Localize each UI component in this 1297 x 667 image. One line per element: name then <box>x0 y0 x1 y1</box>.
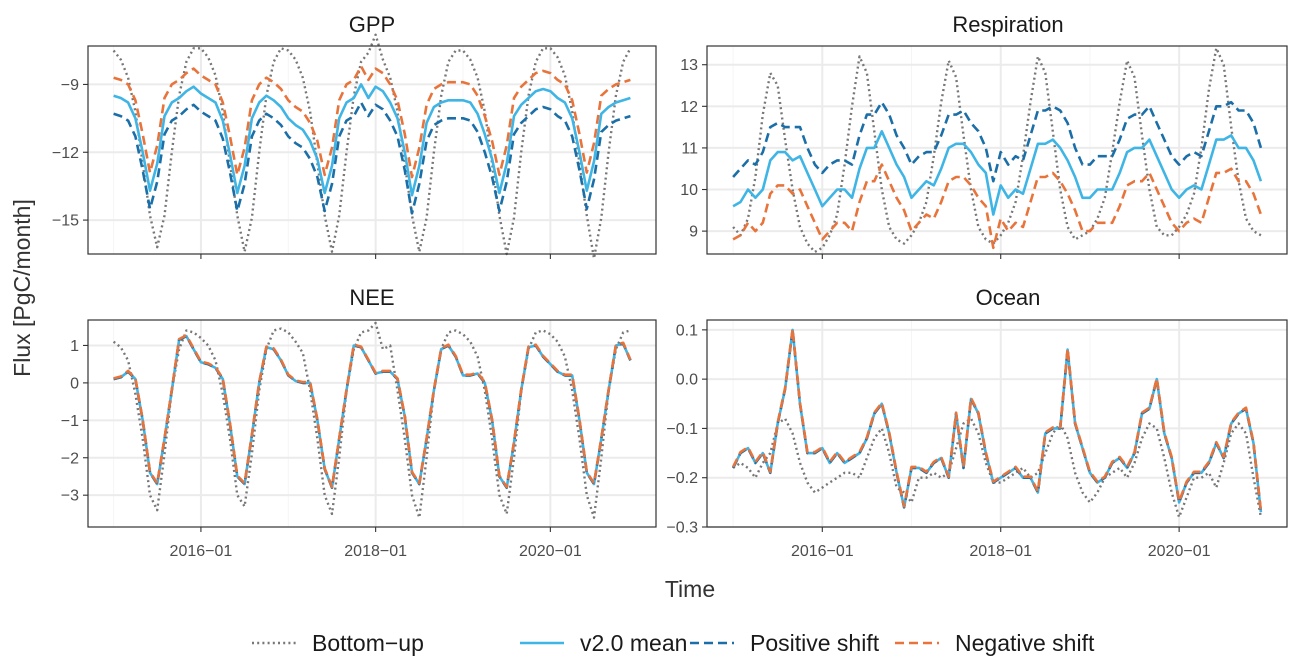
y-tick-label: −0.2 <box>666 470 698 487</box>
ocean-border <box>706 319 1288 528</box>
y-axis-title: Flux [PgC/month] <box>9 199 35 377</box>
nee-border <box>87 319 657 528</box>
y-tick-label: −0.3 <box>666 520 698 537</box>
y-tick-label: 0.1 <box>676 322 698 339</box>
y-tick-label: 10 <box>680 182 698 199</box>
y-tick-label: −0.1 <box>666 421 698 438</box>
ocean-negative-shift-line <box>731 327 1263 512</box>
y-tick-label: 12 <box>680 99 698 116</box>
gpp-title: GPP <box>349 12 395 37</box>
x-tick-label: 2020−01 <box>519 543 582 560</box>
respiration-bottom-up-line <box>732 46 1262 254</box>
y-tick-label: 13 <box>680 57 698 74</box>
x-tick-label: 2018−01 <box>344 543 407 560</box>
x-tick-label: 2016−01 <box>791 543 854 560</box>
ocean-title: Ocean <box>976 285 1041 310</box>
x-tick-label: 2016−01 <box>170 543 233 560</box>
nee-v20-mean-line <box>113 334 632 490</box>
gpp-bottom-up-line <box>112 33 632 260</box>
respiration-title: Respiration <box>952 12 1063 37</box>
y-tick-label: 11 <box>681 140 698 157</box>
y-tick-label: 0.0 <box>676 372 698 389</box>
respiration-border <box>706 45 1288 255</box>
y-tick-label: −3 <box>61 488 79 505</box>
respiration-negative-shift-line <box>732 163 1263 250</box>
ocean-positive-shift-line <box>731 328 1263 513</box>
y-tick-label: −12 <box>52 145 79 162</box>
y-tick-label: −15 <box>52 213 79 230</box>
legend: Bottom−up v2.0 mean Positive shift Negative… <box>252 630 1095 656</box>
nee-negative-shift-line <box>113 333 632 489</box>
x-tick-label: 2018−01 <box>969 543 1032 560</box>
respiration-panel: Respiration 9 10 11 12 13 <box>680 12 1288 259</box>
legend-item-bottom-up: Bottom−up <box>252 630 424 656</box>
respiration-positive-shift-line <box>732 100 1263 183</box>
x-tick-label: 2020−01 <box>1148 543 1211 560</box>
nee-panel: NEE 1 0 −1 −2 −3 2016−01 2018−01 2020−01 <box>61 285 657 560</box>
gpp-negative-shift-line <box>113 65 631 179</box>
gpp-v20-mean-line <box>113 83 631 197</box>
legend-item-positive-shift: Positive shift <box>690 630 880 656</box>
ocean-v20-mean-line <box>731 328 1263 513</box>
legend-label: Negative shift <box>955 630 1095 656</box>
y-tick-label: 1 <box>70 338 79 355</box>
legend-label: Positive shift <box>750 630 880 656</box>
respiration-v20-mean-line <box>732 130 1263 216</box>
legend-item-negative-shift: Negative shift <box>895 630 1095 656</box>
gpp-panel: GPP −9 −12 −15 <box>52 12 657 260</box>
nee-title: NEE <box>349 285 394 310</box>
gpp-positive-shift-line <box>113 101 631 215</box>
legend-label: v2.0 mean <box>580 630 687 656</box>
ocean-bottom-up-line <box>732 417 1263 519</box>
y-tick-label: 9 <box>689 224 698 241</box>
y-tick-label: −9 <box>61 77 79 94</box>
panels: GPP−9−12−15Respiration910111213NEE10−1−2… <box>52 12 1288 560</box>
legend-item-v20-mean: v2.0 mean <box>520 630 687 656</box>
y-tick-label: 0 <box>70 375 79 392</box>
gpp-border <box>87 45 657 255</box>
y-tick-label: −1 <box>61 413 79 430</box>
legend-label: Bottom−up <box>312 630 424 656</box>
y-tick-label: −2 <box>61 450 79 467</box>
nee-positive-shift-line <box>113 334 632 490</box>
x-axis-title: Time <box>665 576 715 602</box>
nee-bottom-up-line <box>112 321 631 519</box>
ocean-panel: Ocean 0.1 0.0 −0.1 −0.2 −0.3 2016−01 2018−01 202… <box>666 285 1288 560</box>
